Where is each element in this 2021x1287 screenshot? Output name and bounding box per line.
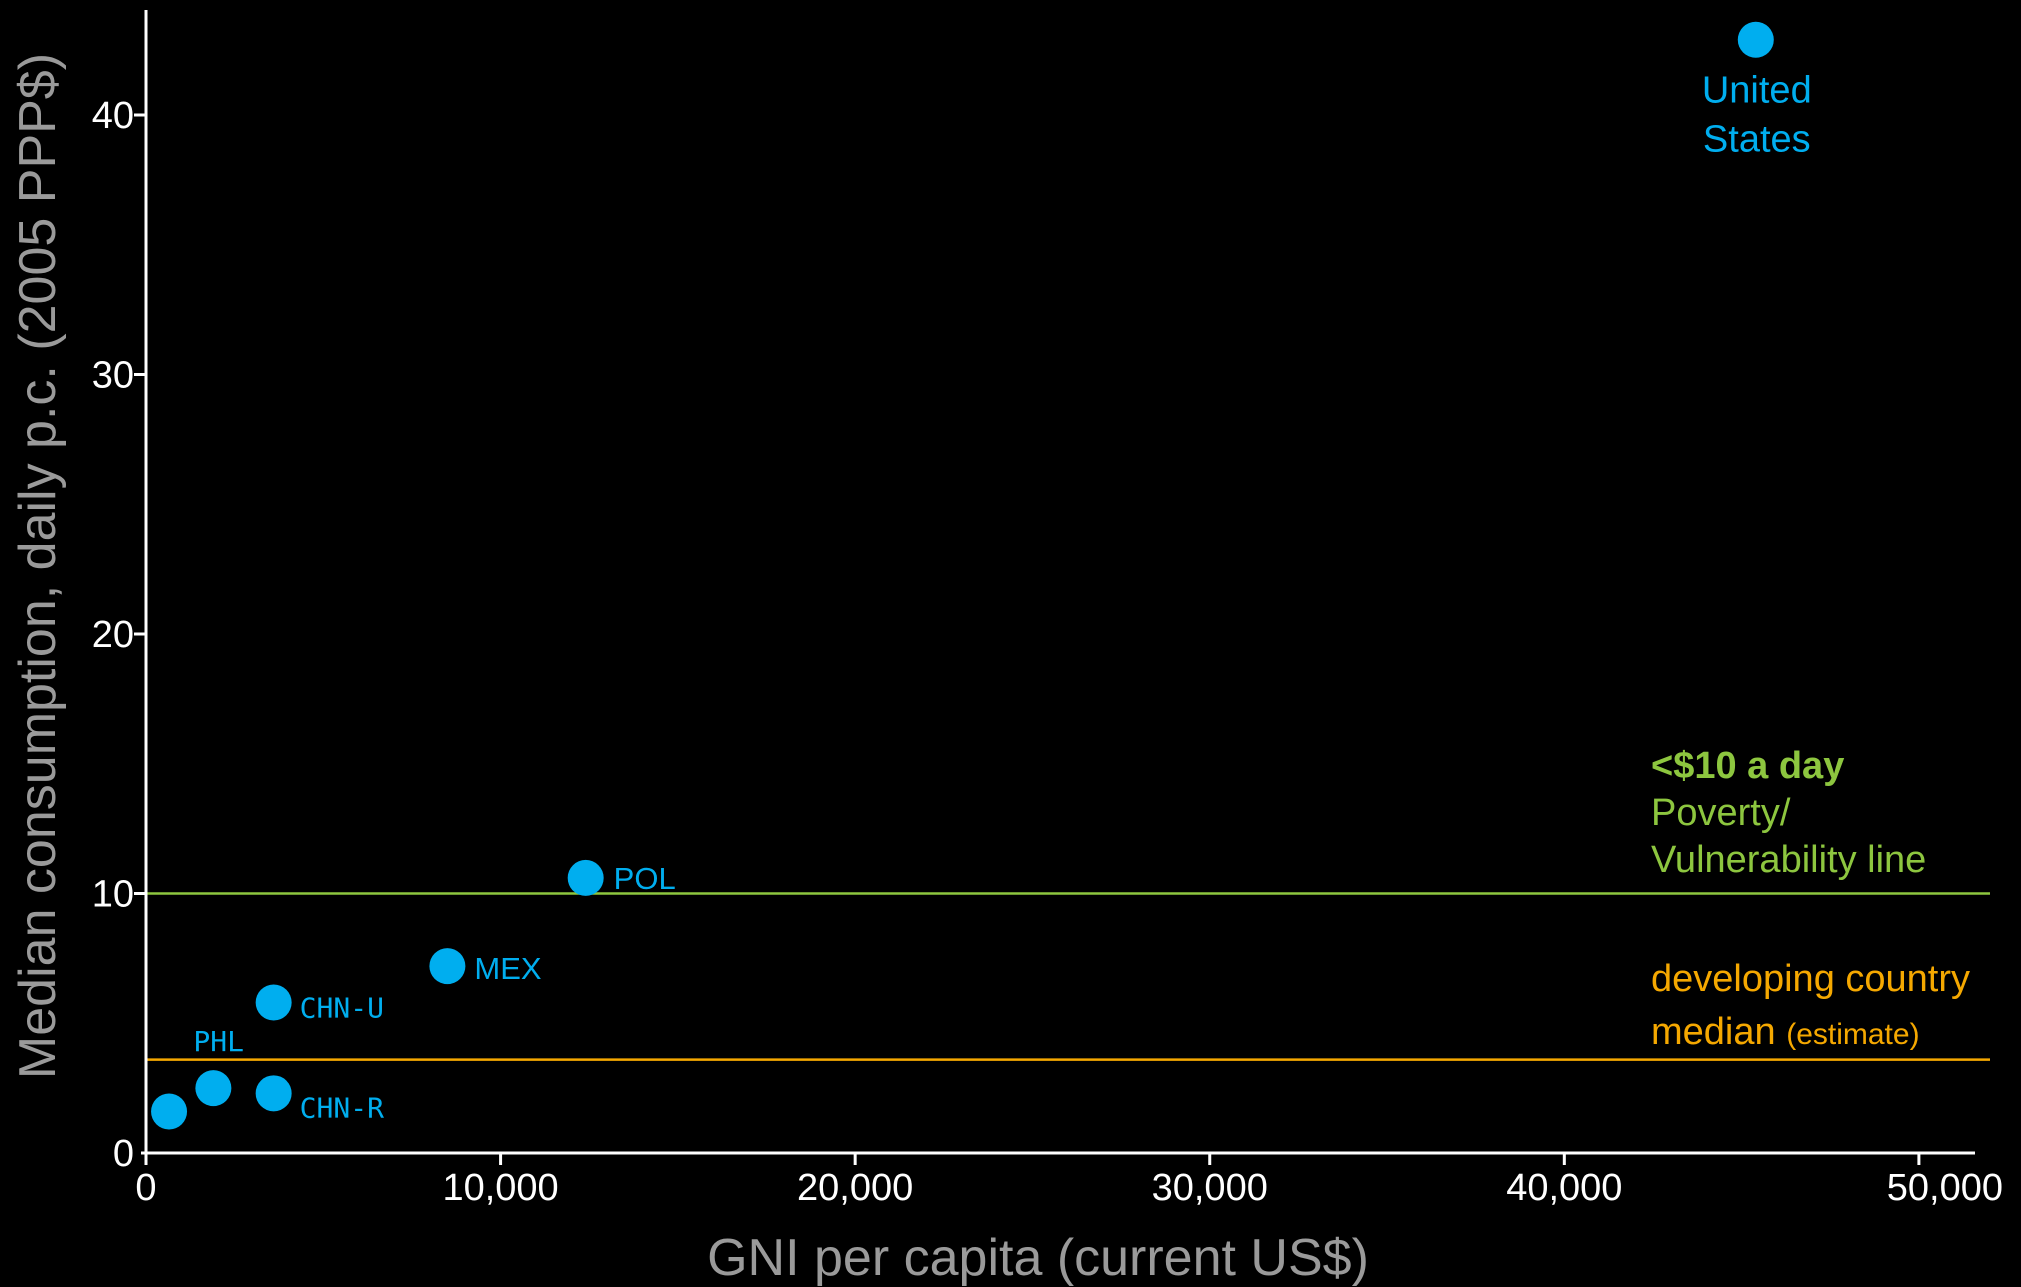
poverty-line-label: Poverty/	[1651, 792, 1791, 834]
data-point	[429, 948, 466, 985]
poverty-line-label: Vulnerability line	[1651, 839, 1926, 881]
y-tick-label: 0	[113, 1133, 134, 1175]
x-tick-label: 0	[135, 1167, 156, 1209]
poverty-line-title: <$10 a day	[1651, 745, 1844, 787]
data-point	[151, 1093, 188, 1130]
y-tick-label: 30	[92, 355, 134, 397]
x-tick-label: 30,000	[1152, 1167, 1268, 1209]
x-axis-ticks: 0 10,000 20,000 30,000 40,000 50,000	[135, 1153, 2003, 1209]
data-point	[1737, 21, 1774, 58]
y-tick-label: 40	[92, 95, 134, 137]
y-tick-label: 10	[92, 874, 134, 916]
point-label-united-states: United	[1702, 70, 1812, 112]
reference-lines	[146, 892, 1990, 1061]
x-axis-title: GNI per capita (current US$)	[707, 1229, 1369, 1287]
point-label-chn-u: CHN-U	[300, 991, 384, 1024]
data-point	[255, 1075, 292, 1112]
developing-median-label: median (estimate)	[1651, 1011, 1920, 1053]
point-label-chn-r: CHN-R	[300, 1091, 384, 1124]
data-point	[567, 859, 604, 896]
x-tick-label: 10,000	[442, 1167, 558, 1209]
x-tick-label: 40,000	[1506, 1167, 1622, 1209]
x-tick-label: 20,000	[797, 1167, 913, 1209]
data-points	[151, 21, 1774, 1130]
point-label-pol: POL	[614, 861, 676, 896]
point-label-united-states: States	[1703, 119, 1811, 161]
y-axis-ticks: 0 10 20 30 40	[92, 95, 146, 1175]
developing-median-estimate: (estimate)	[1786, 1018, 1919, 1051]
data-point	[255, 984, 292, 1021]
point-label-mex: MEX	[474, 951, 542, 986]
developing-median-main: median	[1651, 1011, 1786, 1053]
data-point-labels: PHL CHN-R CHN-U MEX POL United States	[193, 70, 1811, 1125]
reference-line-labels: <$10 a day Poverty/Vulnerability line deve…	[1651, 745, 1970, 1053]
point-label-phl: PHL	[193, 1025, 244, 1058]
x-tick-label: 50,000	[1887, 1167, 2003, 1209]
y-tick-label: 20	[92, 614, 134, 656]
developing-median-label: developing country	[1651, 958, 1970, 1000]
data-point	[195, 1070, 232, 1107]
y-axis-title: Median consumption, daily p.c. (2005 PPP…	[9, 53, 67, 1079]
